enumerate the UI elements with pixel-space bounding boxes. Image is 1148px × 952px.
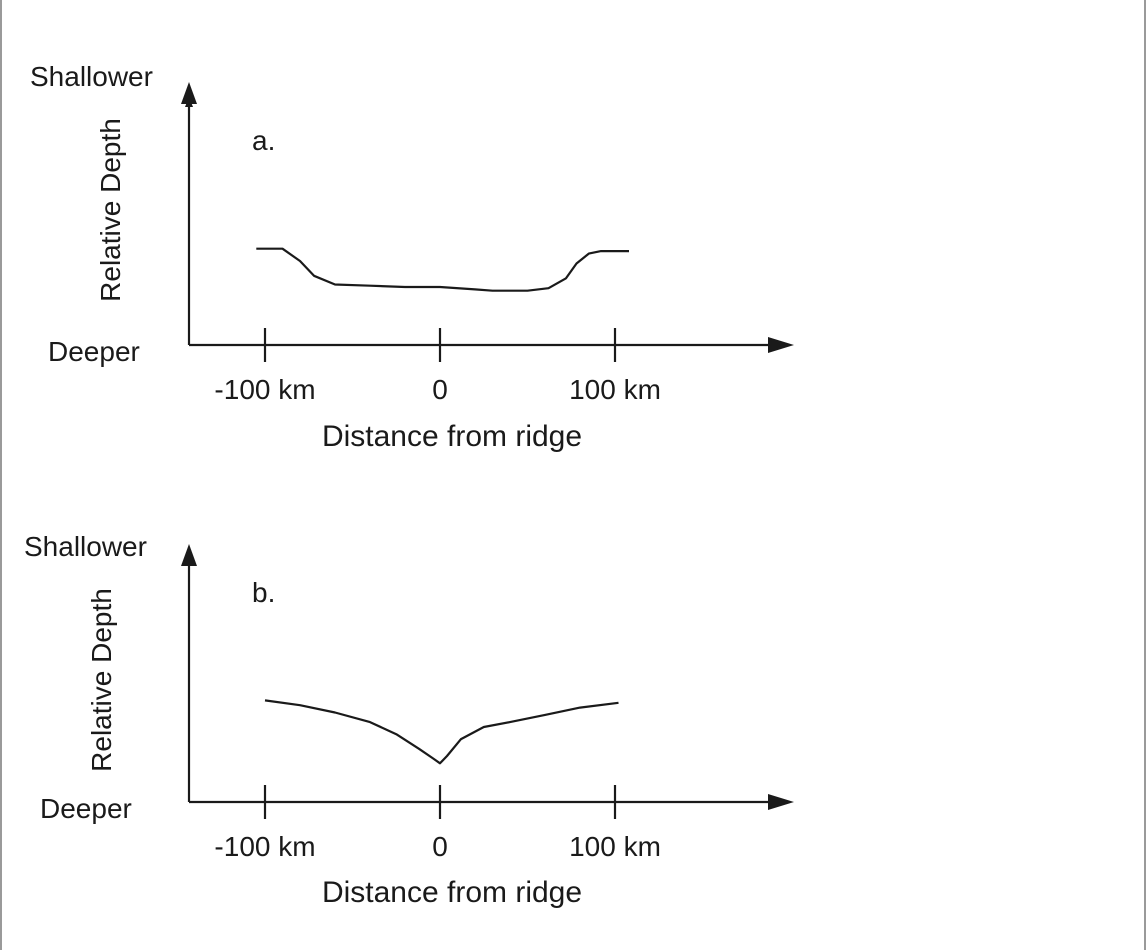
panel-b: Shallower Deeper Relative Depth b. Dista… (24, 531, 794, 909)
x-tick-label: -100 km (214, 831, 315, 862)
y-axis-title: Relative Depth (86, 588, 117, 772)
panel-label: a. (252, 125, 275, 156)
panel-a: Shallower Deeper Relative Depth a. Dista… (30, 61, 794, 453)
x-axis-arrowhead (768, 337, 794, 353)
panel-label: b. (252, 577, 275, 608)
y-top-label: Shallower (24, 531, 147, 562)
depth-profile-line (264, 699, 619, 765)
y-axis-title: Relative Depth (95, 118, 126, 302)
y-top-label: Shallower (30, 61, 153, 92)
y-bottom-label: Deeper (48, 336, 140, 367)
x-tick-label: 100 km (569, 831, 661, 862)
y-axis-arrowhead (181, 82, 197, 104)
x-axis-arrowhead (768, 794, 794, 810)
depth-profile-line (256, 247, 629, 292)
y-bottom-label: Deeper (40, 793, 132, 824)
x-axis-title: Distance from ridge (322, 420, 582, 453)
x-tick-label: 100 km (569, 374, 661, 405)
x-tick-label: 0 (432, 831, 448, 862)
x-axis-title: Distance from ridge (322, 876, 582, 909)
y-axis-arrowhead (181, 544, 197, 566)
x-tick-label: 0 (432, 374, 448, 405)
x-tick-label: -100 km (214, 374, 315, 405)
